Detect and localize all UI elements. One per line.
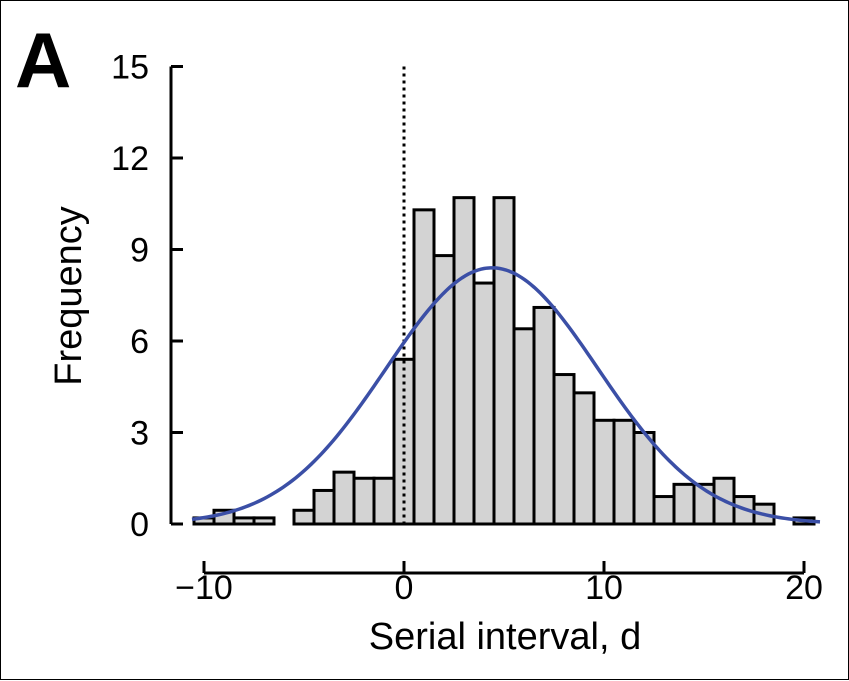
histogram-bar [312,488,336,526]
histogram-bar [352,476,376,526]
y-tick-label: 6 [130,323,149,361]
histogram-bar [612,418,636,526]
y-tick-label: 15 [111,49,149,87]
y-tick-label: 3 [130,415,149,453]
fit-curve-layer [191,266,821,524]
x-tick-label: −10 [175,569,233,607]
histogram-bar [492,196,516,526]
histogram-bar [512,327,536,526]
x-tick-label: 20 [785,569,823,607]
fit-curve [191,266,821,524]
histogram-bar [632,431,656,526]
histogram-bar [472,281,496,526]
x-tick-label: 0 [395,569,414,607]
x-tick-label: 10 [585,569,623,607]
panel-label: A [15,16,71,104]
histogram-bar [532,305,556,526]
histogram-bar [672,482,696,526]
y-tick-label: 0 [130,506,149,544]
axes-layer: −10 0 10 20 0 3 6 9 12 15 [111,49,823,608]
y-axis-title: Frequency [48,206,90,386]
histogram-bar [552,373,576,526]
histogram-bar [572,391,596,526]
y-tick-label: 12 [111,140,149,178]
histogram-bar [292,508,316,526]
histogram-bar [452,196,476,526]
histogram-bar [592,418,616,526]
x-axis-title: Serial interval, d [369,616,641,658]
histogram-bar [332,470,356,526]
histogram-bar [252,516,276,526]
bars-layer [192,196,816,526]
histogram-bar [432,254,456,526]
histogram-bar [652,495,676,526]
y-tick-label: 9 [130,232,149,270]
histogram-bar [372,476,396,526]
histogram-bar [412,208,436,526]
histogram-bar [232,516,256,526]
